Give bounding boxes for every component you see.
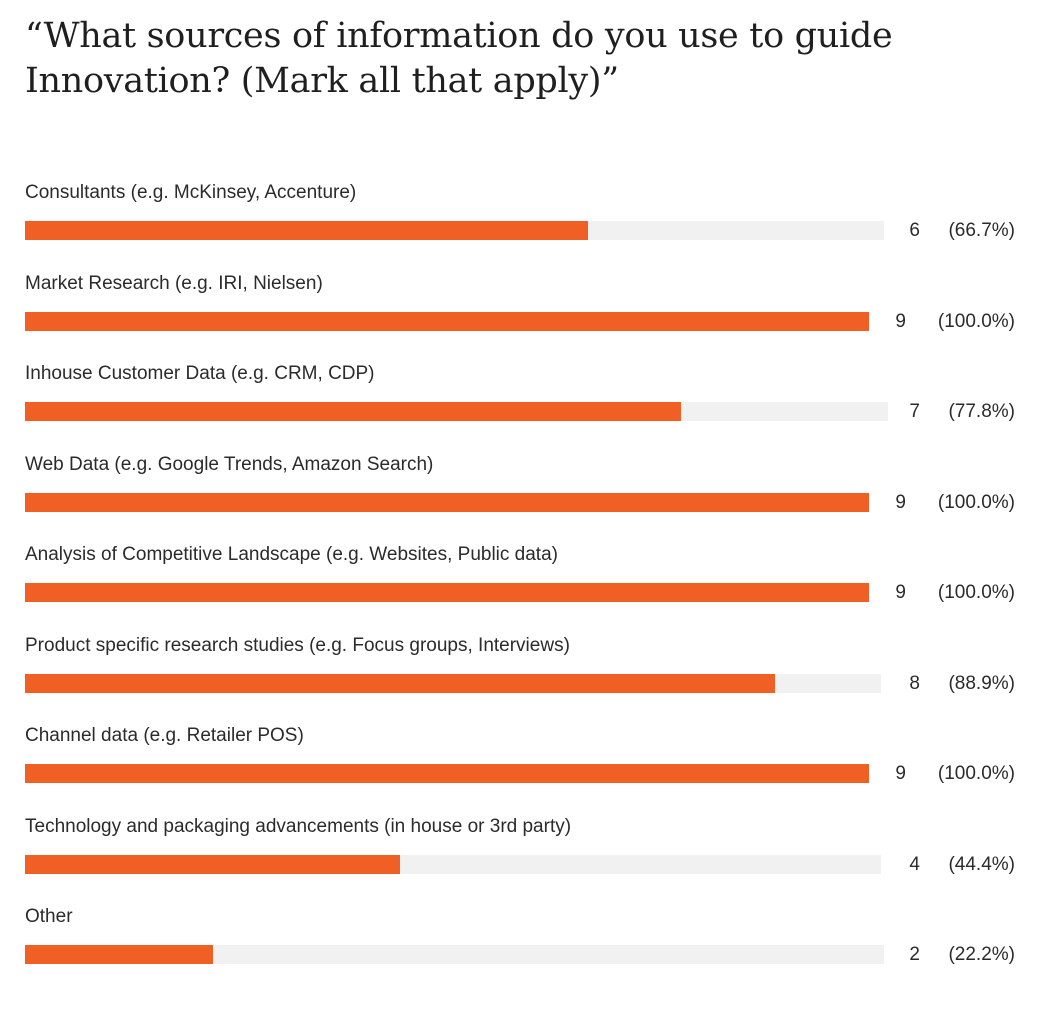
bar-track [25, 221, 884, 240]
bar [25, 402, 682, 421]
bar [25, 583, 869, 602]
bar [25, 945, 213, 964]
category-label: Product specific research studies (e.g. … [25, 634, 570, 656]
bar [25, 764, 869, 783]
bar [25, 492, 869, 512]
bar [25, 311, 869, 331]
category-label: Market Research (e.g. IRI, Nielsen) [25, 272, 323, 294]
category-label: Other [25, 906, 73, 927]
category-label: Inhouse Customer Data (e.g. CRM, CDP) [25, 363, 375, 384]
chart-row: Channel data (e.g. Retailer POS) 9 (100.0%… [0, 724, 1058, 814]
percent-label: (88.9%) [948, 672, 1015, 694]
count-label: 4 [909, 853, 920, 875]
bar-track [25, 492, 869, 512]
chart-title: “What sources of information do you use … [25, 16, 893, 101]
chart-row: Consultants (e.g. McKinsey, Accenture) 6 (… [0, 181, 1058, 271]
percent-label: (77.8%) [948, 401, 1015, 422]
percent-label: (100.0%) [937, 491, 1015, 513]
count-label: 9 [895, 763, 906, 784]
bar-track [25, 311, 869, 331]
percent-label: (100.0%) [937, 310, 1015, 332]
bar-track [25, 945, 884, 964]
category-label: Analysis of Competitive Landscape (e.g. … [25, 544, 558, 565]
chart-row: Market Research (e.g. IRI, Nielsen) 9 (100… [0, 272, 1058, 362]
bar-track [25, 764, 869, 783]
bar [25, 854, 401, 874]
category-label: Channel data (e.g. Retailer POS) [25, 725, 304, 746]
category-label: Technology and packaging advancements (i… [25, 815, 572, 837]
count-label: 9 [895, 582, 906, 603]
percent-label: (100.0%) [937, 763, 1015, 784]
chart-row: Web Data (e.g. Google Trends, Amazon Sea… [0, 453, 1058, 543]
count-label: 7 [909, 401, 920, 422]
bar-track [25, 854, 881, 874]
chart-row: Analysis of Competitive Landscape (e.g. … [0, 543, 1058, 633]
chart-row: Technology and packaging advancements (i… [0, 815, 1058, 905]
count-label: 9 [895, 310, 906, 332]
count-label: 9 [895, 491, 906, 513]
count-label: 8 [909, 672, 920, 694]
chart-row: Inhouse Customer Data (e.g. CRM, CDP) 7 (7… [0, 362, 1058, 452]
percent-label: (22.2%) [948, 944, 1015, 965]
bar-track [25, 673, 881, 693]
category-label: Web Data (e.g. Google Trends, Amazon Sea… [25, 453, 434, 475]
bar-track [25, 402, 888, 421]
percent-label: (66.7%) [948, 220, 1015, 241]
count-label: 6 [909, 220, 920, 241]
category-label: Consultants (e.g. McKinsey, Accenture) [25, 182, 357, 203]
percent-label: (100.0%) [937, 582, 1015, 603]
percent-label: (44.4%) [948, 853, 1015, 875]
bar [25, 221, 588, 240]
bar [25, 673, 776, 693]
count-label: 2 [909, 944, 920, 965]
bar-track [25, 583, 869, 602]
chart-row: Other 2 (22.2%) [0, 905, 1058, 995]
chart-row: Product specific research studies (e.g. … [0, 634, 1058, 724]
